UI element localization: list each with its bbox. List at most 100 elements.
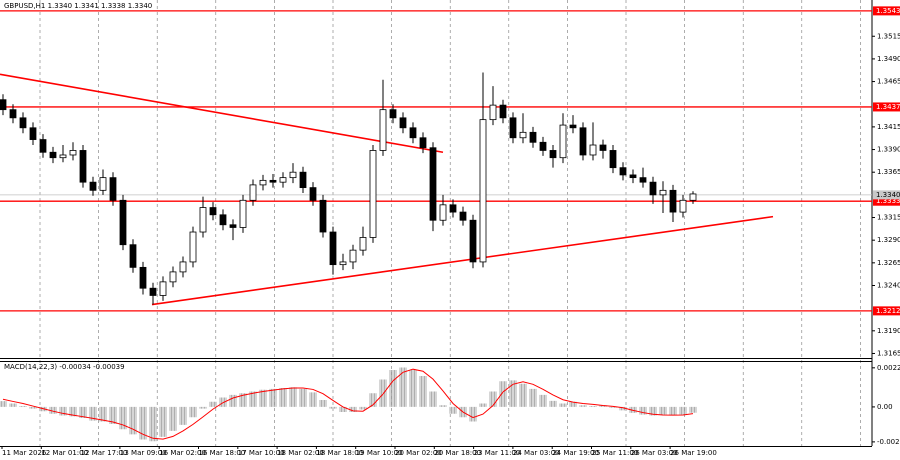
level-label-box [873,6,900,16]
candle-body [339,261,347,266]
x-tick-label: 23 Mar 11:00 [474,449,521,457]
x-tick-label: 18 Mar 18:00 [316,449,363,457]
candle-body [99,177,107,191]
x-tick-label: 24 Mar 03:00 [513,449,560,457]
candle-body [139,266,147,289]
candle-body [659,189,667,196]
candle-body [499,104,507,119]
candle-body [169,271,177,283]
candle-body [639,177,647,183]
candle-body [269,179,277,183]
y-tick-label: 1.3265 [877,259,900,267]
candle-body [129,244,137,268]
x-tick-label: 16 Mar 18:00 [199,449,246,457]
candle-body [349,249,357,263]
candle-body [329,231,337,266]
y-tick-label: 1.3365 [877,168,900,176]
candle-body [399,117,407,129]
level-label-box [873,102,900,112]
candle-body [519,131,527,139]
candle-body [479,119,487,263]
candle-body [589,144,597,156]
candle-body [579,127,587,156]
y-tick-label: 1.3165 [877,349,900,357]
candle-body [429,147,437,221]
x-tick-label: 25 Mar 11:00 [592,449,639,457]
candle-body [259,179,267,186]
candle-body [459,211,467,221]
current-price-box [873,190,900,200]
y-tick-label: 1.3315 [877,214,900,222]
x-tick-label: 18 Mar 02:00 [277,449,324,457]
trend-line [151,215,774,306]
y-tick-label: 1.3240 [877,281,900,289]
candle-body [149,287,157,296]
candle-body [49,151,57,159]
x-tick-label: 24 Mar 19:00 [552,449,599,457]
y-tick-label: 1.3515 [877,32,900,40]
y-tick-label: 1.3490 [877,55,900,63]
candle-body [389,109,397,119]
candle-body [599,144,607,151]
candle-body [619,167,627,176]
candle-body [29,127,37,140]
candle-body [539,141,547,151]
level-label: 1.3543 [876,7,900,15]
current-price-label: 1.3340 [876,191,900,199]
candle-body [529,131,537,143]
candle-body [679,199,687,213]
level-label: 1.3333 [876,197,900,205]
x-tick-label: 19 Mar 10:00 [356,449,403,457]
candle-body [419,137,427,149]
candle-body [509,117,517,139]
y-tick-label: 1.3390 [877,146,900,154]
candle-body [359,237,367,251]
candle-body [159,281,167,296]
candle-body [469,219,477,263]
y-tick-label: 1.3290 [877,236,900,244]
candle-body [199,207,207,233]
y-tick-label: 1.3190 [877,327,900,335]
candle-body [559,124,567,159]
candle-body [189,231,197,263]
candle-body [409,127,417,139]
candle-body [279,177,287,183]
candle-body [219,214,227,226]
candle-body [669,189,677,213]
x-tick-label: 26 Mar 19:00 [670,449,717,457]
trend-line [0,73,444,154]
candle-body [309,187,317,201]
y-tick-label: 0.00228 [877,364,900,372]
candle-body [9,109,17,119]
candle-body [109,177,117,201]
x-tick-label: 17 Mar 10:00 [238,449,285,457]
candle-body [229,224,237,228]
candle-body [439,204,447,221]
chart-title: GBPUSD,H1 1.3340 1.3341 1.3338 1.3340 [4,2,152,10]
y-tick-label: -0.00204 [877,438,900,446]
x-tick-label: 12 Mar 17:00 [81,449,128,457]
candle-body [209,207,217,216]
candle-body [629,174,637,179]
y-tick-label: 0.00 [877,403,893,411]
candle-body [19,117,27,129]
level-label: 1.3212 [876,307,900,315]
candle-body [549,150,557,159]
candle-body [119,199,127,246]
candle-body [489,104,497,121]
x-tick-label: 26 Mar 03:00 [631,449,678,457]
candle-body [369,150,377,238]
x-tick-label: 16 Mar 02:00 [159,449,206,457]
candle-body [449,204,457,213]
candle-body [0,99,7,111]
time-grid [39,0,861,446]
candle-body [689,193,697,201]
x-tick-label: 20 Mar 02:00 [395,449,442,457]
x-tick-label: 11 Mar 2026 [2,449,47,457]
candle-body [89,181,97,191]
candle-body [289,171,297,179]
x-tick-label: 20 Mar 18:00 [434,449,481,457]
candle-body [179,261,187,273]
y-tick-label: 1.3415 [877,123,900,131]
